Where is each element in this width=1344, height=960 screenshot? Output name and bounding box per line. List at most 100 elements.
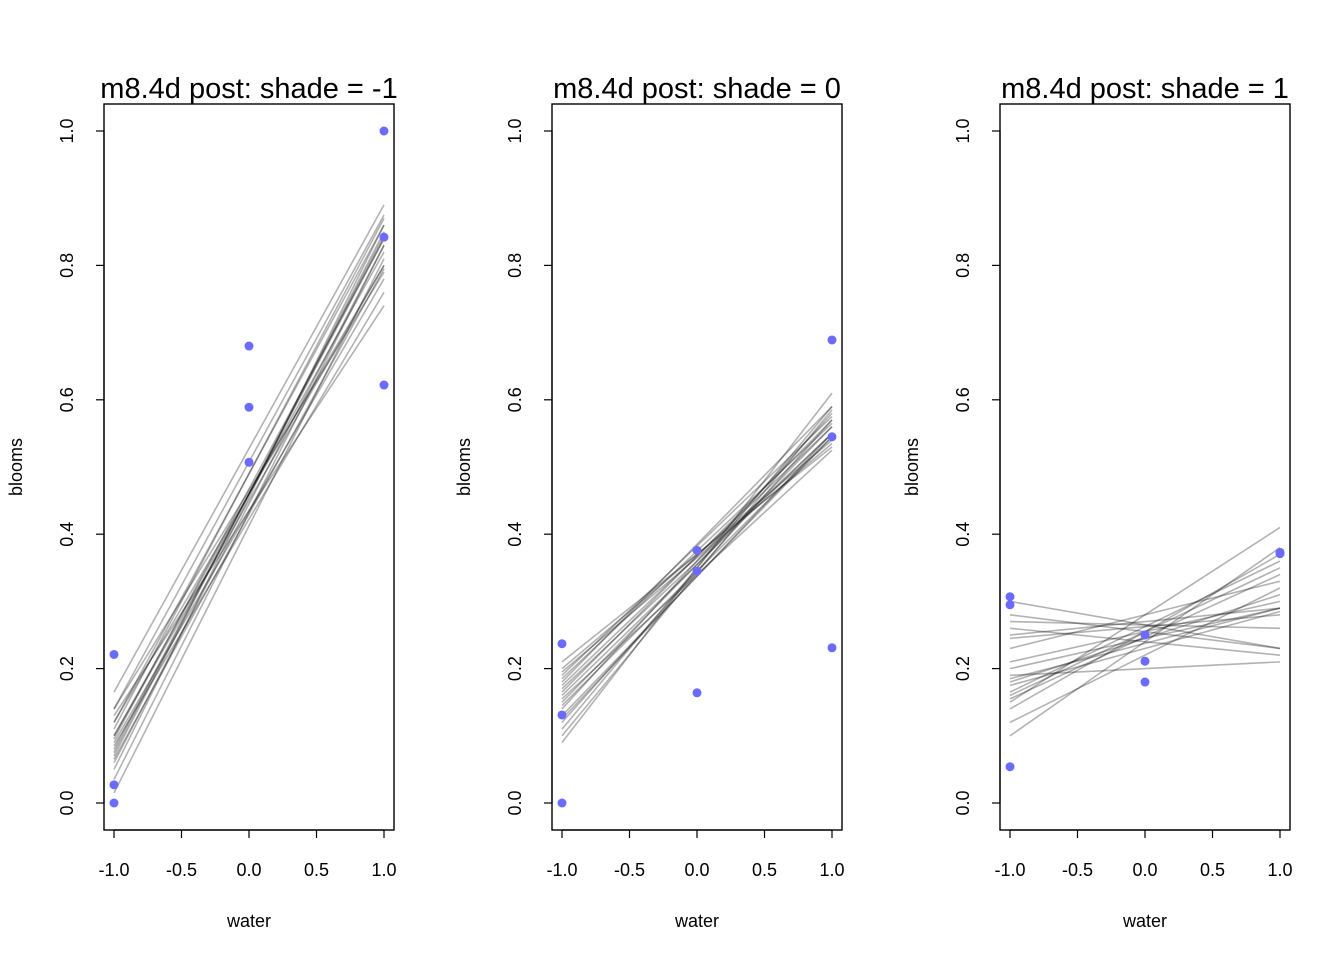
data-point	[379, 380, 389, 390]
data-point	[827, 335, 837, 345]
x-axis-label: water	[674, 911, 719, 931]
y-tick-label: 1.0	[57, 118, 77, 143]
posterior-line	[561, 426, 833, 686]
data-point	[557, 710, 567, 720]
x-tick-label: -1.0	[546, 860, 577, 880]
posterior-line	[561, 432, 833, 720]
posterior-line	[113, 238, 385, 740]
data-point	[1140, 656, 1150, 666]
y-tick-label: 0.0	[505, 790, 525, 815]
posterior-line	[561, 432, 833, 690]
posterior-line	[113, 264, 385, 723]
posterior-line	[1009, 620, 1281, 630]
posterior-line	[113, 231, 385, 757]
x-tick-label: 1.0	[819, 860, 844, 880]
y-axis-label: blooms	[454, 438, 474, 496]
posterior-line	[113, 244, 385, 780]
posterior-line	[1009, 610, 1281, 687]
data-point	[557, 639, 567, 649]
data-point	[692, 545, 702, 555]
data-point	[244, 341, 254, 351]
y-tick-label: 0.0	[57, 790, 77, 815]
posterior-line	[113, 305, 385, 717]
posterior-line	[561, 436, 833, 717]
data-point	[557, 798, 567, 808]
y-tick-label: 0.8	[953, 253, 973, 278]
posterior-line	[113, 244, 385, 764]
data-point	[244, 457, 254, 467]
x-axis-label: water	[226, 911, 271, 931]
panel-2: -1.0 -0.5 0.0 0.5 1.0 0.0 0.2 0.4 0.6 0.8 1.0 m8.4d…	[454, 73, 845, 931]
data-point	[1005, 592, 1015, 602]
posterior-line	[113, 291, 385, 747]
data-point	[1140, 677, 1150, 687]
plot-frame	[103, 103, 395, 831]
posterior-line	[1009, 600, 1281, 650]
posterior-line	[1009, 661, 1281, 677]
posterior-line	[113, 268, 385, 760]
data-point	[827, 643, 837, 653]
y-tick-label: 0.8	[57, 253, 77, 278]
posterior-line	[113, 251, 385, 737]
posterior-line	[113, 224, 385, 723]
x-tick-label: 1.0	[371, 860, 396, 880]
posterior-line	[1009, 546, 1281, 737]
x-tick-label: -1.0	[98, 860, 129, 880]
posterior-line	[561, 412, 833, 710]
posterior-line	[113, 204, 385, 693]
y-tick-label: 0.2	[57, 656, 77, 681]
posterior-line	[113, 265, 385, 737]
posterior-line	[561, 432, 833, 697]
data-point	[827, 432, 837, 442]
y-tick-label: 1.0	[953, 118, 973, 143]
posterior-line	[561, 405, 833, 683]
posterior-line	[113, 271, 385, 710]
y-tick-label: 0.2	[953, 656, 973, 681]
posterior-line	[561, 442, 833, 673]
x-tick-label: 0.5	[752, 860, 777, 880]
data-point	[1005, 600, 1015, 610]
x-tick-label: 0.5	[1200, 860, 1225, 880]
posterior-line	[113, 278, 385, 743]
data-point	[1140, 630, 1150, 640]
data-point	[244, 402, 254, 412]
posterior-line	[1009, 580, 1281, 650]
panel-1: -1.0 -0.5 0.0 0.5 1.0 0.0 0.2 0.4 0.6 0.8 1.0 m8.4d…	[6, 73, 398, 931]
data-point	[109, 798, 119, 808]
posterior-line	[561, 419, 833, 693]
chart-title: m8.4d post: shade = 1	[1001, 73, 1289, 105]
posterior-line	[561, 426, 833, 703]
x-tick-label: 0.0	[236, 860, 261, 880]
data-point	[1275, 549, 1285, 559]
posterior-line	[113, 238, 385, 750]
posterior-line	[1009, 627, 1281, 656]
data-point	[692, 688, 702, 698]
data-point	[379, 232, 389, 242]
x-tick-label: 0.5	[304, 860, 329, 880]
panel-3: -1.0 -0.5 0.0 0.5 1.0 0.0 0.2 0.4 0.6 0.8 1.0 m8.4d…	[902, 73, 1293, 931]
x-tick-label: 0.0	[1132, 860, 1157, 880]
posterior-line	[1009, 607, 1281, 636]
y-tick-label: 0.6	[57, 387, 77, 412]
chart-title: m8.4d post: shade = 0	[553, 73, 841, 105]
y-tick-label: 0.8	[505, 253, 525, 278]
posterior-line	[1009, 607, 1281, 680]
data-point	[379, 126, 389, 136]
y-tick-label: 0.4	[953, 522, 973, 547]
y-tick-label: 0.6	[505, 387, 525, 412]
data-point	[1005, 762, 1015, 772]
y-tick-label: 0.6	[953, 387, 973, 412]
posterior-line	[1009, 560, 1281, 693]
y-axis-label: blooms	[6, 438, 26, 496]
y-tick-label: 0.4	[505, 522, 525, 547]
posterior-line	[113, 224, 385, 770]
data-point	[109, 780, 119, 790]
x-tick-label: -1.0	[994, 860, 1025, 880]
data-point	[692, 566, 702, 576]
y-tick-label: 0.2	[505, 656, 525, 681]
posterior-line	[1009, 526, 1281, 703]
y-tick-label: 0.0	[953, 790, 973, 815]
posterior-line	[1009, 587, 1281, 724]
y-axis-label: blooms	[902, 438, 922, 496]
